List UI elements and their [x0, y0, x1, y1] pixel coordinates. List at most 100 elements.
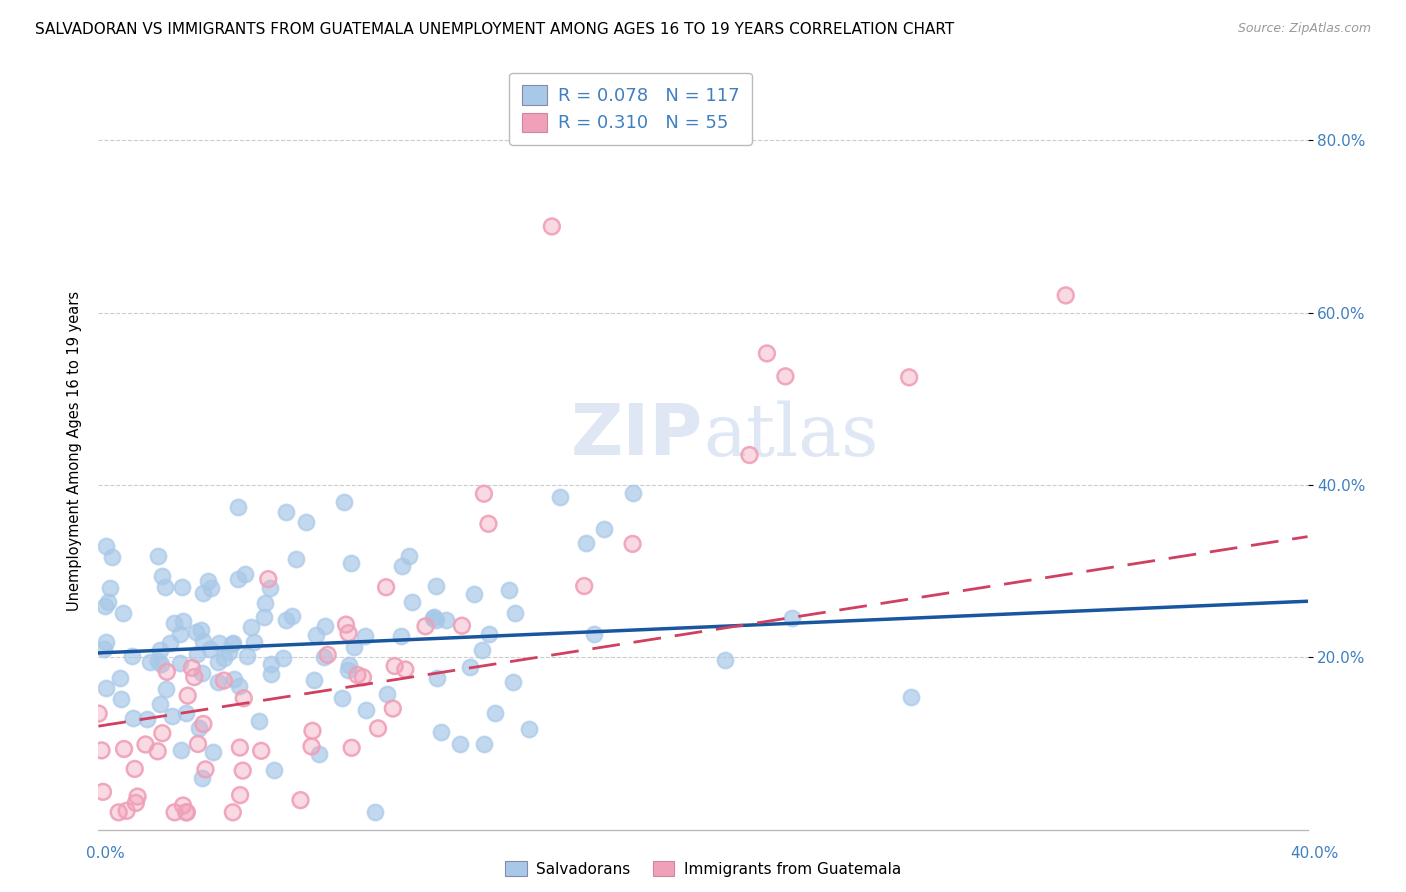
Point [285, 552, 308, 566]
Point [94, 599, 117, 613]
Point [187, 737, 209, 751]
Point [505, 607, 527, 621]
Point [755, 346, 778, 360]
Point [156, 665, 179, 679]
Legend: Salvadorans, Immigrants from Guatemala: Salvadorans, Immigrants from Guatemala [498, 853, 908, 884]
Point [87, 706, 110, 721]
Point [394, 663, 416, 677]
Point [91, 785, 114, 799]
Point [423, 609, 446, 624]
Point [155, 681, 177, 696]
Point [259, 581, 281, 595]
Point [340, 740, 363, 755]
Point [301, 723, 323, 738]
Point [260, 667, 283, 681]
Point [250, 744, 273, 758]
Point [186, 647, 208, 661]
Point [274, 613, 297, 627]
Point [375, 580, 398, 594]
Point [260, 657, 283, 672]
Point [484, 706, 506, 720]
Point [621, 486, 644, 500]
Point [398, 549, 420, 564]
Point [477, 516, 499, 531]
Point [125, 796, 148, 810]
Point [222, 636, 245, 650]
Point [301, 723, 323, 738]
Point [415, 619, 437, 633]
Point [163, 616, 186, 631]
Point [172, 614, 194, 628]
Point [169, 626, 191, 640]
Point [314, 650, 336, 665]
Point [226, 572, 249, 586]
Point [478, 627, 501, 641]
Point [162, 708, 184, 723]
Point [316, 648, 339, 662]
Point [243, 635, 266, 649]
Point [352, 670, 374, 684]
Point [146, 744, 169, 758]
Text: 0.0%: 0.0% [86, 847, 125, 861]
Point [150, 569, 173, 583]
Point [108, 671, 131, 685]
Point [200, 582, 222, 596]
Point [363, 805, 385, 820]
Point [134, 738, 156, 752]
Point [463, 587, 485, 601]
Point [775, 369, 797, 384]
Point [429, 725, 451, 739]
Point [193, 586, 215, 600]
Point [191, 633, 214, 648]
Point [472, 487, 495, 501]
Point [384, 659, 406, 673]
Point [174, 805, 197, 820]
Point [202, 746, 225, 760]
Point [169, 657, 191, 671]
Point [180, 661, 202, 675]
Point [163, 805, 186, 820]
Point [502, 674, 524, 689]
Point [574, 579, 596, 593]
Point [477, 516, 499, 531]
Point [149, 697, 172, 711]
Point [110, 691, 132, 706]
Point [180, 661, 202, 675]
Point [290, 793, 312, 807]
Point [194, 763, 217, 777]
Point [222, 805, 245, 820]
Point [451, 618, 474, 632]
Point [96, 634, 118, 648]
Point [780, 611, 803, 625]
Point [333, 494, 356, 508]
Point [375, 687, 398, 701]
Point [124, 762, 146, 776]
Point [193, 717, 215, 731]
Point [208, 635, 231, 649]
Point [176, 706, 198, 721]
Point [415, 619, 437, 633]
Text: atlas: atlas [703, 400, 879, 471]
Point [193, 717, 215, 731]
Point [111, 606, 134, 620]
Point [172, 580, 194, 594]
Point [898, 370, 921, 384]
Point [474, 737, 496, 751]
Point [898, 370, 921, 384]
Point [295, 515, 318, 529]
Point [150, 657, 173, 672]
Point [90, 743, 112, 757]
Point [271, 650, 294, 665]
Point [384, 659, 406, 673]
Point [221, 637, 243, 651]
Text: Source: ZipAtlas.com: Source: ZipAtlas.com [1237, 22, 1371, 36]
Text: SALVADORAN VS IMMIGRANTS FROM GUATEMALA UNEMPLOYMENT AMONG AGES 16 TO 19 YEARS C: SALVADORAN VS IMMIGRANTS FROM GUATEMALA … [35, 22, 955, 37]
Point [94, 681, 117, 695]
Point [198, 642, 221, 657]
Point [336, 663, 359, 677]
Point [90, 743, 112, 757]
Point [498, 582, 520, 597]
Point [335, 617, 357, 632]
Point [232, 691, 254, 706]
Point [174, 805, 197, 820]
